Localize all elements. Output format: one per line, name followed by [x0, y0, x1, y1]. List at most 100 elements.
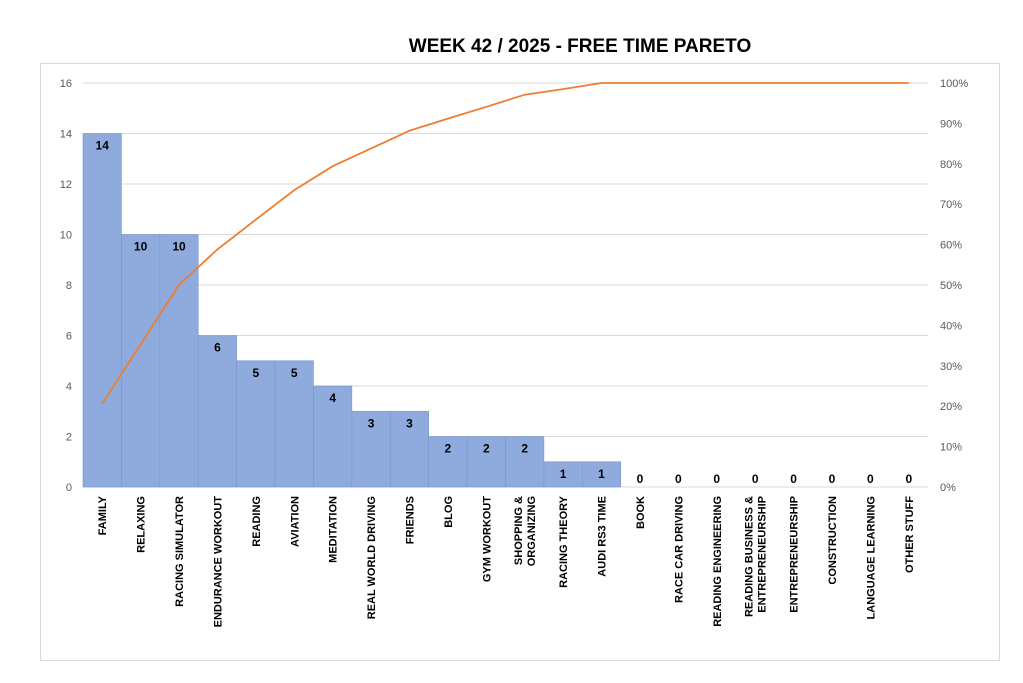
y-tick-label: 4 [66, 381, 72, 393]
category-label: AVIATION [289, 496, 301, 547]
y-tick-label: 2 [66, 432, 72, 444]
category-label-line: READING [251, 496, 263, 547]
category-label-line: FRIENDS [404, 496, 416, 544]
data-label: 0 [905, 472, 912, 486]
y2-tick-label: 90% [940, 118, 962, 130]
bar [505, 436, 545, 488]
bar [582, 461, 622, 488]
category-label: REAL WORLD DRIVING [366, 496, 378, 619]
chart-title: WEEK 42 / 2025 - FREE TIME PARETO [408, 36, 752, 57]
category-label: OTHER STUFF [904, 496, 916, 573]
y2-tick-label: 20% [940, 401, 962, 413]
data-label: 2 [521, 442, 528, 456]
bar [313, 385, 353, 488]
data-label: 5 [291, 366, 298, 380]
category-label: ENTREPRENEURSHIP [789, 496, 801, 613]
data-label: 10 [134, 240, 148, 254]
bar [197, 335, 237, 488]
data-label: 1 [598, 467, 605, 481]
bar [351, 410, 391, 488]
category-label: BOOK [635, 496, 647, 529]
data-label: 10 [172, 240, 186, 254]
category-label-line: READING BUSINESS & [744, 496, 756, 617]
data-label: 0 [752, 472, 759, 486]
data-label: 0 [675, 472, 682, 486]
category-label-line: RACING SIMULATOR [174, 496, 186, 607]
cumulative-line [101, 82, 909, 405]
data-label: 0 [790, 472, 797, 486]
category-label: RELAXING [136, 496, 148, 553]
category-label: READING ENGINEERING [712, 496, 724, 627]
y-tick-label: 16 [60, 78, 72, 90]
data-label: 2 [445, 442, 452, 456]
category-label-line: ENTREPRENEURSHIP [757, 496, 769, 613]
data-label: 3 [368, 416, 375, 430]
category-label-line: RACING THEORY [558, 495, 570, 588]
data-label: 6 [214, 341, 221, 355]
bar [121, 234, 161, 488]
category-label-line: READING ENGINEERING [712, 496, 724, 627]
category-label: LANGUAGE LEARNING [865, 496, 877, 619]
category-label-line: AUDI RS3 TIME [597, 496, 609, 577]
data-label: 0 [829, 472, 836, 486]
data-label: 0 [867, 472, 874, 486]
category-label-line: RELAXING [136, 496, 148, 553]
y-tick-label: 14 [60, 129, 72, 141]
category-label-line: OTHER STUFF [904, 496, 916, 573]
bar [389, 410, 429, 488]
category-label: MEDITATION [328, 496, 340, 563]
category-label-line: ENTREPRENEURSHIP [789, 496, 801, 613]
category-label-line: LANGUAGE LEARNING [865, 496, 877, 619]
category-label-line: FAMILY [97, 495, 109, 535]
data-label: 0 [637, 472, 644, 486]
category-label: READING BUSINESS & ENTREPRENEURSHIP [744, 496, 769, 617]
category-label: AUDI RS3 TIME [597, 496, 609, 577]
y-tick-label: 6 [66, 331, 72, 343]
data-label: 1 [560, 467, 567, 481]
category-label-line: ORGANIZING [526, 496, 538, 566]
category-label-line: REAL WORLD DRIVING [366, 496, 378, 619]
bar [82, 133, 122, 488]
data-label: 14 [96, 139, 110, 153]
category-label: RACE CAR DRIVING [673, 496, 685, 603]
category-label-line: BLOG [443, 496, 455, 528]
category-label-line: BOOK [635, 496, 647, 529]
data-label: 4 [329, 391, 336, 405]
category-label: BLOG [443, 496, 455, 528]
bar [159, 234, 199, 488]
data-label: 0 [713, 472, 720, 486]
bar [466, 436, 506, 488]
y2-tick-label: 50% [940, 280, 962, 292]
category-label-line: RACE CAR DRIVING [673, 496, 685, 603]
category-label-line: AVIATION [289, 496, 301, 547]
y2-tick-label: 40% [940, 320, 962, 332]
category-label: FRIENDS [404, 496, 416, 544]
y2-tick-label: 80% [940, 159, 962, 171]
y-tick-label: 12 [60, 179, 72, 191]
category-label: RACING THEORY [558, 495, 570, 588]
category-label: SHOPPING & ORGANIZING [513, 496, 538, 566]
category-label: ENDURANCE WORKOUT [212, 496, 224, 628]
y2-tick-label: 0% [940, 482, 956, 494]
category-label-line: CONSTRUCTION [827, 496, 839, 585]
category-label-line: GYM WORKOUT [481, 496, 493, 582]
y2-tick-label: 30% [940, 361, 962, 373]
category-label: FAMILY [97, 495, 109, 535]
category-label: GYM WORKOUT [481, 496, 493, 582]
bar [428, 436, 468, 488]
category-label-line: SHOPPING & [513, 496, 525, 565]
y2-tick-label: 70% [940, 199, 962, 211]
category-label: READING [251, 496, 263, 547]
category-label-line: MEDITATION [328, 496, 340, 563]
data-label: 3 [406, 416, 413, 430]
data-label: 5 [252, 366, 259, 380]
data-label: 2 [483, 442, 490, 456]
category-label: CONSTRUCTION [827, 496, 839, 585]
y2-tick-label: 10% [940, 442, 962, 454]
y2-tick-label: 100% [940, 78, 968, 90]
y2-tick-label: 60% [940, 240, 962, 252]
bar [274, 360, 314, 488]
y-tick-label: 8 [66, 280, 72, 292]
category-label-line: ENDURANCE WORKOUT [212, 496, 224, 628]
